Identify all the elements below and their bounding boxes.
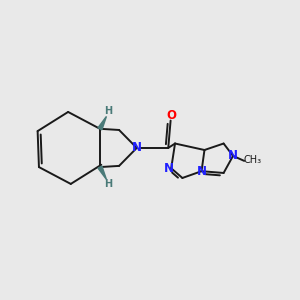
Polygon shape <box>98 116 106 130</box>
Text: H: H <box>104 106 112 116</box>
Text: N: N <box>132 141 142 154</box>
Text: CH₃: CH₃ <box>243 155 262 165</box>
Text: N: N <box>197 165 207 178</box>
Text: N: N <box>164 162 174 175</box>
Text: N: N <box>228 149 238 162</box>
Text: O: O <box>167 109 176 122</box>
Text: H: H <box>104 179 112 190</box>
Polygon shape <box>98 166 106 179</box>
